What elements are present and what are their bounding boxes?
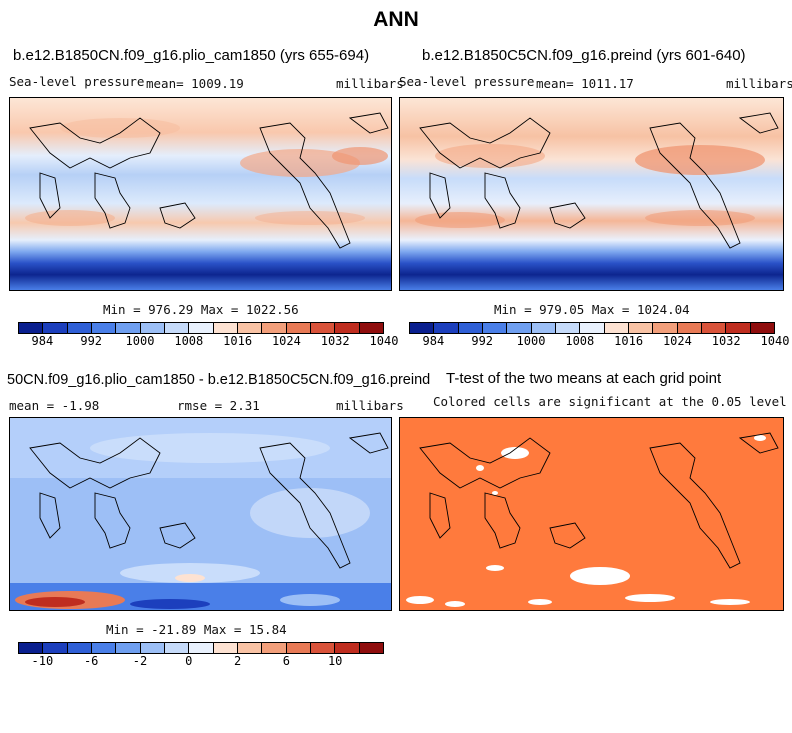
panel3-colorbar-color-cell (359, 643, 383, 653)
panel3-colorbar-color-cell (262, 643, 287, 653)
panel3-colorbar-tick-label: -6 (83, 654, 99, 668)
panel1-mean: mean= 1009.19 (146, 76, 244, 91)
panel3-map (9, 417, 392, 611)
panel1-units: millibars (336, 76, 404, 91)
panel3-minmax: Min = -21.89 Max = 15.84 (106, 622, 287, 637)
panel2-colorbar-tick-label: 992 (471, 334, 494, 348)
panel3-colorbar-color-cell (43, 643, 68, 653)
panel3-colorbar-color-cell (164, 643, 190, 653)
panel1-colorbar (18, 322, 384, 334)
panel2-colorbar-tick-label: 1008 (565, 334, 595, 348)
panel3-colorbar-tick-label: 10 (327, 654, 343, 668)
panel3-colorbar-color-cell (189, 643, 214, 653)
panel1-colorbar-color-cell (43, 323, 68, 333)
panel3-colorbar-tick-label: 0 (185, 654, 193, 668)
panel1-colorbar-color-cell (237, 323, 263, 333)
panel3-title: 50CN.f09_g16.plio_cam1850 - b.e12.B1850C… (7, 372, 431, 388)
panel1-colorbar-tick-label: 1040 (369, 334, 399, 348)
panel3-colorbar-color-cell (286, 643, 311, 653)
panel4-title: T-test of the two means at each grid poi… (446, 370, 722, 387)
panel2-colorbar-color-cell (677, 323, 702, 333)
panel1-colorbar-tick-label: 1000 (125, 334, 155, 348)
panel2-colorbar-color-cell (507, 323, 532, 333)
panel1-colorbar-color-cell (213, 323, 238, 333)
panel2-colorbar-color-cell (701, 323, 727, 333)
panel3-colorbar-color-cell (140, 643, 165, 653)
panel1-colorbar-tick-label: 1008 (174, 334, 204, 348)
panel2-colorbar-color-cell (531, 323, 556, 333)
panel3-colorbar-tick-label: 6 (282, 654, 291, 668)
panel3-colorbar-color-cell (237, 643, 263, 653)
panel3-colorbar-tick-label: -10 (31, 654, 54, 668)
panel2-colorbar-color-cell (434, 323, 459, 333)
panel1-colorbar-color-cell (262, 323, 287, 333)
panel3-colorbar-color-cell (116, 643, 141, 653)
panel1-colorbar-color-cell (140, 323, 165, 333)
panel2-units: millibars (726, 76, 792, 91)
panel2-colorbar-color-cell (482, 323, 508, 333)
panel1-colorbar-color-cell (67, 323, 92, 333)
panel4-map (399, 417, 784, 611)
panel3-units: millibars (336, 398, 404, 413)
panel1-colorbar-color-cell (359, 323, 383, 333)
panel2-colorbar-tick-label: 1024 (662, 334, 692, 348)
panel3-colorbar-color-cell (91, 643, 117, 653)
panel1-colorbar-tick-label: 984 (31, 334, 54, 348)
panel1-colorbar-color-cell (189, 323, 214, 333)
panel4-subtitle: Colored cells are significant at the 0.0… (433, 394, 787, 409)
panel1-colorbar-color-cell (335, 323, 360, 333)
panel2-colorbar (409, 322, 775, 334)
panel2-colorbar-tick-label: 1032 (711, 334, 741, 348)
panel3-colorbar-color-cell (19, 643, 44, 653)
panel2-title: b.e12.B1850C5CN.f09_g16.preind (yrs 601-… (422, 47, 746, 64)
panel1-title: b.e12.B1850CN.f09_g16.plio_cam1850 (yrs … (13, 47, 370, 64)
panel1-colorbar-tick-label: 1024 (271, 334, 301, 348)
panel3-colorbar-tick-label: 2 (233, 654, 242, 668)
panel2-colorbar-tick-label: 1000 (516, 334, 546, 348)
panel1-colorbar-color-cell (164, 323, 190, 333)
panel3-colorbar-color-cell (335, 643, 360, 653)
panel1-colorbar-color-cell (310, 323, 336, 333)
panel1-colorbar-tick-label: 1016 (223, 334, 253, 348)
panel2-colorbar-color-cell (410, 323, 435, 333)
panel2-colorbar-tick-label: 1040 (760, 334, 790, 348)
panel1-colorbar-color-cell (116, 323, 141, 333)
panel2-minmax: Min = 979.05 Max = 1024.04 (494, 302, 690, 317)
panel1-variable: Sea-level pressure (9, 74, 145, 89)
panel1-colorbar-color-cell (91, 323, 117, 333)
panel1-minmax: Min = 976.29 Max = 1022.56 (103, 302, 299, 317)
figure-title: ANN (373, 8, 419, 31)
panel3-rmse: rmse = 2.31 (177, 398, 260, 413)
panel3-colorbar (18, 642, 384, 654)
panel2-colorbar-color-cell (653, 323, 678, 333)
panel1-colorbar-tick-label: 1032 (320, 334, 350, 348)
panel2-colorbar-tick-label: 1016 (614, 334, 644, 348)
panel1-colorbar-color-cell (286, 323, 311, 333)
panel2-colorbar-color-cell (604, 323, 629, 333)
panel2-colorbar-color-cell (458, 323, 483, 333)
panel3-colorbar-color-cell (213, 643, 238, 653)
panel2-variable: Sea-level pressure (399, 74, 535, 89)
panel1-map (9, 97, 392, 291)
panel2-mean: mean= 1011.17 (536, 76, 634, 91)
panel1-colorbar-color-cell (19, 323, 44, 333)
panel3-colorbar-tick-label: -2 (132, 654, 148, 668)
panel2-colorbar-color-cell (628, 323, 654, 333)
panel1-colorbar-tick-label: 992 (80, 334, 103, 348)
panel2-colorbar-color-cell (750, 323, 774, 333)
panel2-colorbar-color-cell (726, 323, 751, 333)
panel2-colorbar-color-cell (580, 323, 605, 333)
panel2-colorbar-color-cell (555, 323, 581, 333)
panel2-map (399, 97, 784, 291)
panel3-colorbar-color-cell (310, 643, 336, 653)
panel2-colorbar-tick-label: 984 (422, 334, 445, 348)
panel3-colorbar-color-cell (67, 643, 92, 653)
panel3-mean: mean = -1.98 (9, 398, 100, 413)
